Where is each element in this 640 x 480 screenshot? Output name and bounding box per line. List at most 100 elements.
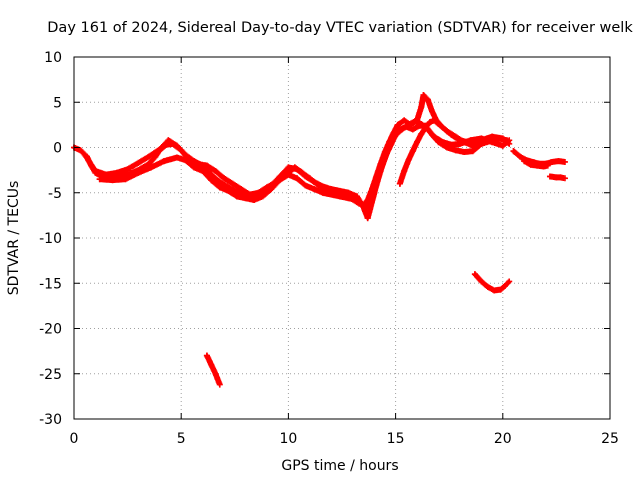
data-point	[534, 162, 541, 169]
data-point	[452, 147, 459, 154]
chart-title: Day 161 of 2024, Sidereal Day-to-day VTE…	[47, 20, 633, 36]
y-tick-label: 10	[44, 50, 62, 66]
data-point	[173, 142, 180, 149]
data-marks	[71, 92, 568, 388]
x-axis-label: GPS time / hours	[281, 458, 398, 474]
data-point	[549, 158, 556, 165]
data-point	[293, 175, 300, 182]
data-point	[486, 138, 493, 145]
data-point	[229, 180, 236, 187]
data-point	[216, 381, 223, 388]
data-point	[81, 151, 88, 158]
data-point	[435, 120, 442, 127]
data-point	[328, 191, 335, 198]
data-point	[216, 178, 223, 185]
data-point	[555, 158, 562, 165]
data-point	[319, 183, 326, 190]
data-point	[396, 180, 403, 187]
data-point	[221, 175, 228, 182]
data-point	[401, 168, 408, 175]
data-point	[471, 271, 478, 278]
data-point	[354, 196, 361, 203]
data-point	[394, 121, 401, 128]
data-point	[409, 126, 416, 133]
data-point	[311, 178, 318, 185]
y-tick-label: -15	[39, 276, 62, 292]
data-point	[113, 169, 120, 176]
data-point	[431, 117, 438, 124]
data-point	[426, 119, 433, 126]
data-point	[212, 168, 219, 175]
data-point	[336, 193, 343, 200]
x-tick-label: 10	[279, 431, 297, 447]
data-point	[510, 148, 517, 155]
y-tick-label: 5	[53, 95, 62, 111]
x-tick-label: 20	[494, 431, 512, 447]
data-point	[148, 164, 155, 171]
data-point	[216, 184, 223, 191]
data-point	[484, 283, 491, 290]
data-point	[418, 120, 425, 127]
data-point	[469, 142, 476, 149]
data-point	[546, 173, 553, 180]
data-point	[561, 158, 568, 165]
data-point	[302, 173, 309, 180]
series-track-main-lower	[96, 118, 513, 211]
data-point	[422, 124, 429, 131]
series-track-outlier-mid	[471, 271, 513, 294]
data-point	[521, 158, 528, 165]
data-point	[388, 140, 395, 147]
data-point	[96, 176, 103, 183]
data-point	[156, 146, 163, 153]
data-point	[285, 164, 292, 171]
data-point	[122, 176, 129, 183]
data-point	[208, 361, 215, 368]
axis-ticks: 0 5 10 15 20 25 -30 -25 -20 -15 -10 -5 0 5 10	[39, 50, 619, 447]
data-point	[418, 130, 425, 137]
data-point	[544, 162, 551, 169]
data-point	[405, 121, 412, 128]
data-point	[444, 128, 451, 135]
data-point	[405, 157, 412, 164]
data-point	[182, 157, 189, 164]
data-point	[109, 177, 116, 184]
data-point	[478, 135, 485, 142]
x-tick-label: 25	[601, 431, 619, 447]
data-point	[182, 151, 189, 158]
data-point	[336, 187, 343, 194]
data-point	[259, 193, 266, 200]
data-point	[557, 174, 564, 181]
series-track-late	[546, 173, 568, 182]
data-point	[242, 195, 249, 202]
data-point	[448, 141, 455, 148]
data-point	[491, 287, 498, 294]
data-point	[191, 158, 198, 165]
data-point	[77, 147, 84, 154]
data-point	[328, 186, 335, 193]
data-point	[311, 186, 318, 193]
data-point	[375, 173, 382, 180]
data-point	[420, 92, 427, 99]
data-point	[345, 189, 352, 196]
data-point	[233, 193, 240, 200]
data-point	[199, 162, 206, 169]
data-point	[461, 149, 468, 156]
data-point	[469, 148, 476, 155]
data-point	[411, 118, 418, 125]
data-point	[259, 187, 266, 194]
data-point	[409, 148, 416, 155]
data-point	[379, 160, 386, 167]
data-point	[414, 139, 421, 146]
data-point	[165, 137, 172, 144]
data-point	[478, 278, 485, 285]
data-point	[208, 177, 215, 184]
series-track-evening-lower	[521, 158, 551, 170]
y-tick-label: -20	[39, 322, 62, 338]
data-point	[418, 103, 425, 110]
data-point	[495, 135, 502, 142]
y-tick-label: -25	[39, 367, 62, 383]
y-tick-label: -10	[39, 231, 62, 247]
data-point	[161, 158, 168, 165]
data-point	[499, 142, 506, 149]
